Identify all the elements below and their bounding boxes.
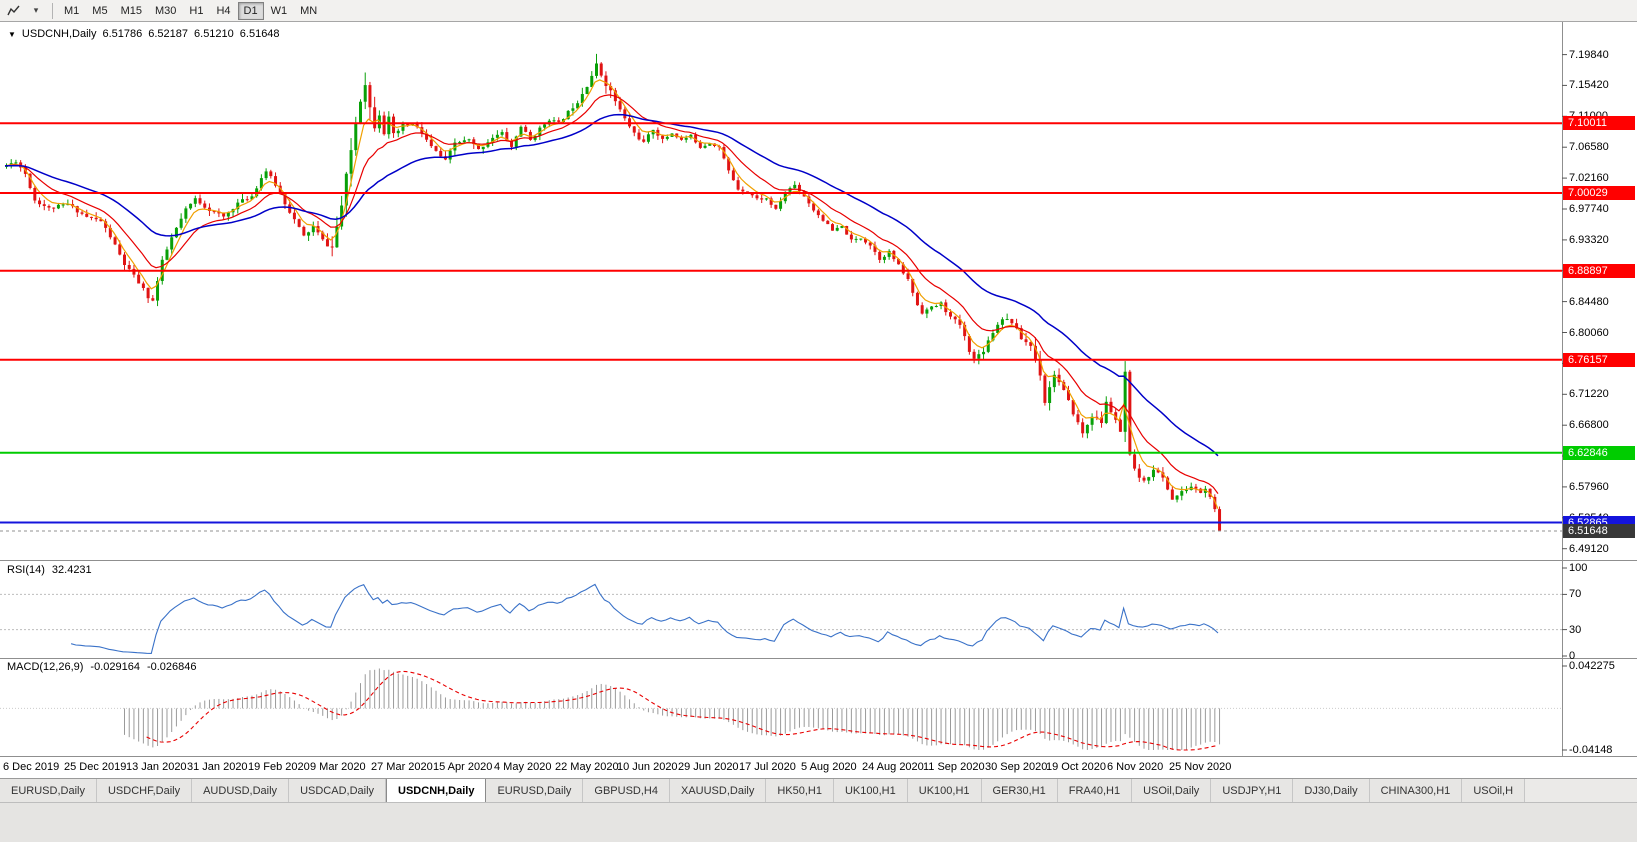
timeframe-m30[interactable]: M30 xyxy=(149,2,182,20)
tab-uk100-h1[interactable]: UK100,H1 xyxy=(907,779,982,802)
bottom-strip xyxy=(0,802,1637,842)
tab-eurusd-daily[interactable]: EURUSD,Daily xyxy=(0,779,97,802)
tab-china300-h1[interactable]: CHINA300,H1 xyxy=(1369,779,1463,802)
tab-usoil-daily[interactable]: USOil,Daily xyxy=(1132,779,1212,802)
tab-usdjpy-h1[interactable]: USDJPY,H1 xyxy=(1211,779,1294,802)
rsi-line xyxy=(70,583,1219,654)
timeframe-mn[interactable]: MN xyxy=(294,2,323,20)
timeframe-d1[interactable]: D1 xyxy=(237,1,264,20)
macd-signal-line xyxy=(146,670,1219,751)
tab-usdcnh-daily[interactable]: USDCNH,Daily xyxy=(386,779,487,802)
chevron-down-icon: ▾ xyxy=(33,5,39,15)
tab-usdcad-daily[interactable]: USDCAD,Daily xyxy=(289,779,387,802)
tab-uk100-h1[interactable]: UK100,H1 xyxy=(833,779,908,802)
zigzag-chart-icon xyxy=(7,5,20,15)
timeframe-m1[interactable]: M1 xyxy=(58,2,85,20)
timeframe-h1[interactable]: H1 xyxy=(183,2,209,20)
tab-hk50-h1[interactable]: HK50,H1 xyxy=(766,779,834,802)
timeframe-w1[interactable]: W1 xyxy=(265,2,294,20)
ma-line-34 xyxy=(4,113,1219,457)
timeframe-h4[interactable]: H4 xyxy=(210,2,236,20)
tab-ger30-h1[interactable]: GER30,H1 xyxy=(981,779,1058,802)
tab-eurusd-daily[interactable]: EURUSD,Daily xyxy=(486,779,584,802)
chart-background xyxy=(0,22,1637,756)
timeframe-m5[interactable]: M5 xyxy=(86,2,113,20)
timeframe-toolbar: ▾ M1 M5 M15 M30 H1 H4 D1 W1 MN xyxy=(0,0,1637,22)
timeframe-buttons: M1 M5 M15 M30 H1 H4 D1 W1 MN xyxy=(58,1,323,20)
timeframe-m15[interactable]: M15 xyxy=(115,2,148,20)
tab-gbpusd-h4[interactable]: GBPUSD,H4 xyxy=(583,779,670,802)
tab-usoil-h[interactable]: USOil,H xyxy=(1462,779,1526,802)
tab-audusd-daily[interactable]: AUDUSD,Daily xyxy=(192,779,290,802)
chart-type-button[interactable] xyxy=(3,2,25,20)
toolbar-separator xyxy=(52,2,53,19)
tab-dj30-daily[interactable]: DJ30,Daily xyxy=(1293,779,1370,802)
tab-fra40-h1[interactable]: FRA40,H1 xyxy=(1057,779,1133,802)
chart-tabs: EURUSD,Daily USDCHF,Daily AUDUSD,Daily USDC… xyxy=(0,778,1637,802)
tab-usdchf-daily[interactable]: USDCHF,Daily xyxy=(96,779,193,802)
ma-line-13 xyxy=(4,94,1219,494)
chart-type-dropdown[interactable]: ▾ xyxy=(25,2,47,20)
tab-xauusd-daily[interactable]: XAUUSD,Daily xyxy=(669,779,767,802)
